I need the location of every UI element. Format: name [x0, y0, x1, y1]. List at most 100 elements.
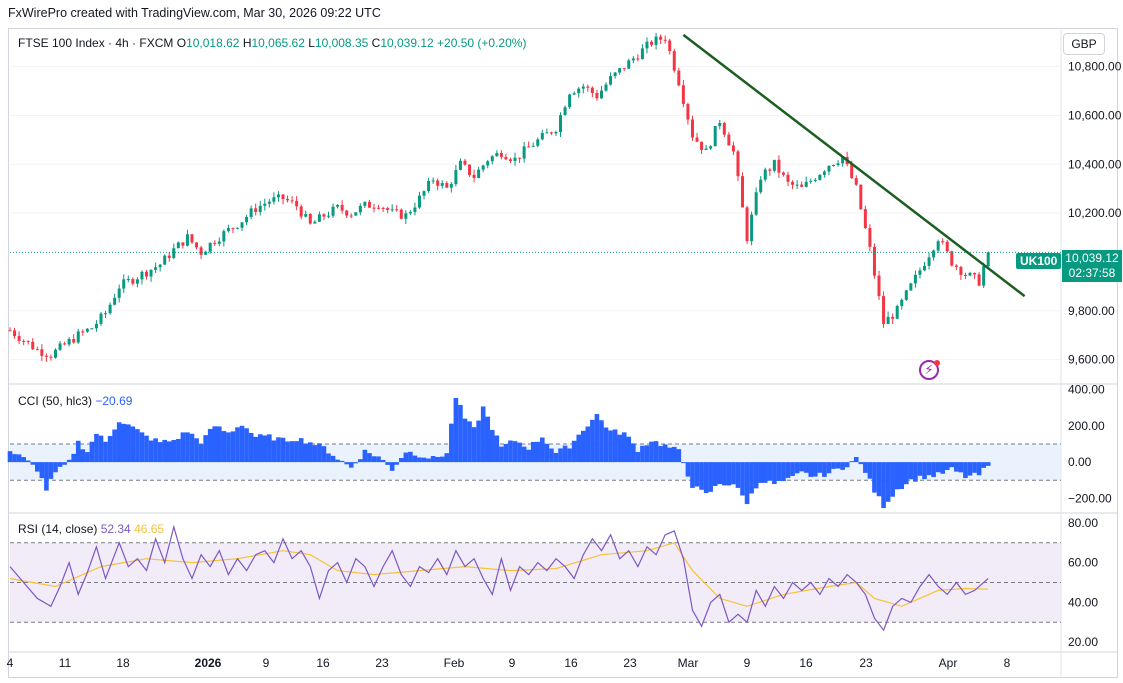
cci-column	[840, 462, 845, 470]
candle-body	[704, 148, 708, 150]
cci-column	[649, 441, 654, 463]
cci-column	[203, 435, 208, 463]
candle-body	[599, 90, 603, 99]
trendline	[682, 33, 1026, 298]
cci-column	[803, 462, 809, 473]
cci-column	[480, 406, 486, 463]
rsi-tick-label: 40.00	[1068, 595, 1098, 609]
rsi-value: 52.34	[100, 522, 131, 536]
time-tick-label: 8	[1004, 656, 1011, 670]
cci-column	[226, 432, 231, 463]
cci-column	[7, 451, 13, 463]
candle-body	[518, 157, 522, 159]
cci-column	[449, 423, 454, 463]
cci-column	[289, 441, 295, 463]
cci-column	[112, 429, 117, 463]
time-tick-label: 11	[59, 656, 72, 670]
candle-body	[959, 266, 963, 275]
cci-column	[412, 455, 418, 463]
cci-column	[471, 427, 477, 463]
candle-body	[490, 156, 494, 162]
candle-body	[217, 241, 221, 244]
cci-column	[781, 462, 786, 482]
cci-column	[499, 446, 504, 463]
cci-column	[89, 441, 95, 463]
candle-body	[272, 197, 276, 202]
bar-countdown: 02:37:58	[1068, 266, 1116, 280]
cci-column	[335, 459, 340, 463]
rsi-label[interactable]: RSI (14, close)	[18, 522, 98, 536]
cci-column	[540, 437, 545, 463]
cci-column	[553, 452, 559, 463]
cci-column	[958, 462, 964, 473]
currency-button[interactable]: GBP	[1063, 33, 1105, 55]
rsi-legend[interactable]: RSI (14, close) 52.34 46.65	[18, 522, 164, 536]
cci-label[interactable]: CCI (50, hlc3)	[18, 394, 93, 408]
main-legend[interactable]: FTSE 100 Index · 4h · FXCM O10,018.62 H1…	[18, 36, 526, 50]
symbol-label[interactable]: FTSE 100 Index · 4h · FXCM	[18, 36, 174, 50]
candle-body	[841, 156, 845, 164]
cci-column	[53, 462, 58, 473]
cci-column	[867, 462, 873, 479]
candle-body	[322, 214, 326, 217]
cci-column	[726, 462, 732, 486]
cci-column	[844, 462, 850, 468]
candle-body	[372, 207, 376, 209]
cci-column	[640, 445, 645, 463]
time-tick-label: 9	[509, 656, 516, 670]
candle-body	[877, 275, 881, 297]
price-tick-label: 9,800.00	[1068, 304, 1115, 318]
cci-column	[39, 462, 45, 479]
cci-tick-label: 400.00	[1068, 382, 1105, 396]
candle-body	[677, 70, 681, 86]
candle-body	[736, 151, 740, 177]
cci-legend[interactable]: CCI (50, hlc3) −20.69	[18, 394, 132, 408]
candle-body	[718, 123, 722, 127]
cci-column	[376, 456, 381, 463]
candle-body	[286, 199, 290, 201]
cci-column	[885, 462, 891, 502]
candle-body	[941, 241, 945, 243]
candle-body	[549, 132, 553, 134]
cci-tick-label: 0.00	[1068, 455, 1092, 469]
candle-body	[108, 304, 112, 314]
cci-column	[849, 461, 855, 463]
cci-column	[863, 462, 868, 473]
candle-body	[131, 279, 135, 284]
candle-body	[973, 272, 977, 275]
time-tick-label: 23	[375, 656, 389, 670]
cci-column	[130, 426, 136, 463]
candle-body	[568, 94, 572, 108]
cci-column	[835, 462, 841, 469]
candle-body	[809, 180, 813, 182]
last-price-tag: 10,039.12 02:37:58	[1062, 250, 1122, 282]
cci-column	[194, 438, 199, 463]
cci-column	[594, 414, 600, 463]
candle-body	[17, 336, 21, 341]
candle-body	[117, 288, 121, 298]
candle-body	[208, 242, 212, 252]
candle-body	[167, 255, 171, 258]
candle-body	[395, 209, 399, 211]
cci-column	[631, 443, 636, 463]
lightning-icon[interactable]: ⚡	[919, 360, 939, 380]
cci-column	[558, 448, 563, 463]
cci-column	[121, 423, 127, 463]
candle-body	[26, 340, 30, 342]
cci-column	[767, 462, 773, 481]
cci-column	[207, 428, 213, 463]
candle-body	[950, 251, 954, 266]
candle-body	[185, 234, 189, 246]
candle-body	[777, 159, 781, 173]
candle-body	[40, 349, 44, 356]
candle-body	[413, 207, 417, 213]
cci-column	[562, 445, 568, 463]
candle-body	[818, 174, 822, 180]
cci-column	[926, 462, 932, 476]
cci-column	[139, 432, 145, 463]
cci-column	[494, 435, 500, 463]
candle-body	[22, 340, 26, 342]
cci-column	[526, 449, 531, 463]
candle-body	[545, 132, 549, 134]
